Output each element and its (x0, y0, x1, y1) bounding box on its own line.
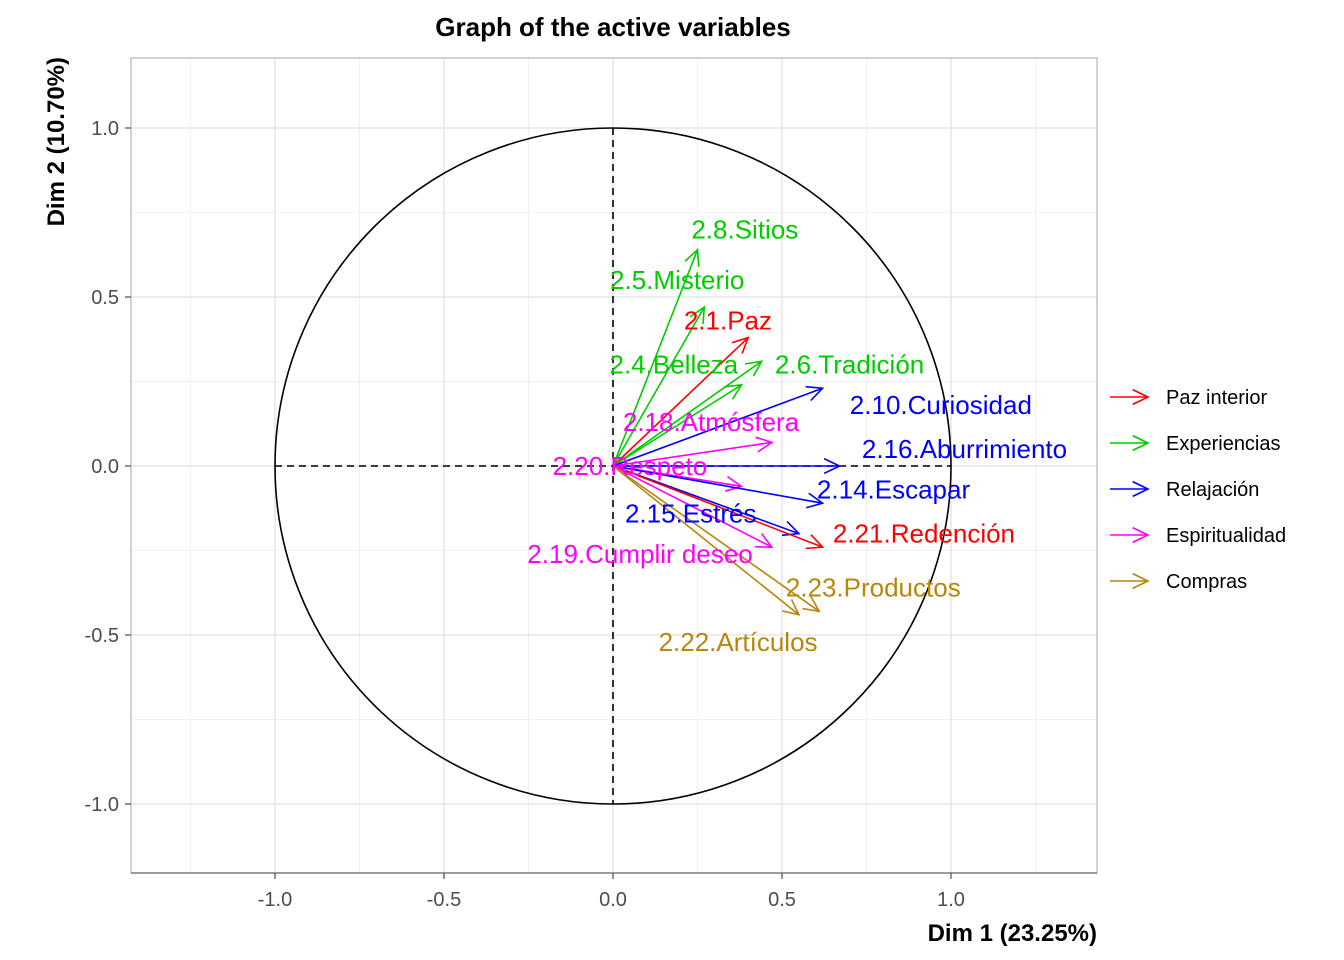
arrow-head (805, 385, 825, 402)
x-tick-label: -1.0 (258, 889, 292, 911)
variable-label: 2.8.Sitios (691, 214, 798, 244)
arrow-shaft (612, 306, 705, 467)
variable-arrow (612, 360, 764, 467)
legend-label: Paz interior (1166, 387, 1267, 409)
legend-label: Experiencias (1166, 433, 1281, 455)
arrow-head (802, 596, 821, 613)
y-tick-label: -0.5 (85, 625, 119, 647)
variable-arrow (612, 465, 825, 509)
legend-item: Relajación (1110, 479, 1259, 501)
variable-label: 2.5.Misterio (610, 265, 744, 295)
x-tick-label: 1.0 (937, 889, 965, 911)
x-tick-label: -0.5 (427, 889, 461, 911)
arrow-shaft (612, 360, 763, 467)
y-axis-title: Dim 2 (10.70%) (43, 57, 70, 226)
variable-arrow (612, 336, 750, 467)
arrow-head (744, 360, 764, 377)
variable-label: 2.23.Productos (786, 573, 961, 603)
variable-labels: 2.8.Sitios 2.5.Misterio 2.1.Paz 2.4.Belleza… (527, 214, 1067, 656)
variable-label: 2.20.Respeto (553, 451, 708, 481)
arrow-head (755, 436, 774, 453)
variable-label: 2.1.Paz (684, 306, 772, 336)
y-tick-label: 0.0 (91, 456, 119, 478)
variable-arrow (612, 247, 700, 467)
legend-item: Paz interior (1110, 387, 1267, 409)
variable-label: 2.19.Cumplir deseo (527, 539, 752, 569)
variable-label: 2.15.Estrés (625, 498, 757, 528)
variable-label: 2.22.Artículos (659, 627, 818, 657)
variable-arrow (612, 305, 706, 467)
x-tick-label: 0.5 (768, 889, 796, 911)
arrow-head (724, 475, 744, 492)
variable-label: 2.21.Redención (833, 519, 1015, 549)
variable-arrow (612, 465, 801, 616)
arrow-shaft (612, 465, 823, 548)
legend-label: Relajación (1166, 479, 1259, 501)
arrow-head (684, 247, 700, 267)
arrow-head (689, 305, 706, 325)
arrow-shaft (612, 465, 800, 616)
arrow-shaft (612, 465, 820, 612)
arrow-head (1132, 434, 1150, 452)
variable-label: 2.18.Atmósfera (623, 407, 800, 437)
arrow-shaft (612, 384, 742, 467)
legend-label: Compras (1166, 571, 1247, 593)
legend-item: Experiencias (1110, 433, 1281, 455)
arrow-head (1132, 388, 1150, 406)
variable-label: 2.10.Curiosidad (850, 390, 1032, 420)
arrow-head (823, 457, 842, 475)
arrow-head (805, 534, 825, 550)
y-tick-label: 0.5 (91, 287, 119, 309)
arrow-shaft (612, 249, 699, 467)
arrow-head (1132, 526, 1150, 544)
variable-arrow (612, 465, 774, 548)
arrow-shaft (612, 465, 773, 548)
variable-arrow (612, 385, 825, 467)
arrow-head (1132, 480, 1150, 498)
arrow-head (781, 520, 801, 537)
legend-label: Espiritualidad (1166, 525, 1286, 547)
variable-label: 2.6.Tradición (775, 350, 924, 380)
variable-arrow (612, 383, 743, 467)
arrow-head (782, 599, 801, 616)
arrow-head (805, 492, 825, 509)
arrow-head (754, 533, 774, 548)
arrow-shaft (612, 387, 823, 467)
y-tick-label: -1.0 (85, 794, 119, 816)
arrow-shaft (612, 465, 823, 504)
axes-layer: -1.0 -0.5 0.0 0.5 1.0 -1.0 -0.5 0.0 0.5 1.0 (85, 118, 965, 911)
y-tick-label: 1.0 (91, 118, 119, 140)
arrow-head (724, 383, 743, 400)
variable-label: 2.4.Belleza (610, 350, 739, 380)
arrow-shaft (612, 441, 772, 467)
arrow-head (1132, 572, 1150, 590)
variable-arrow (612, 436, 774, 467)
legend-item: Espiritualidad (1110, 525, 1286, 547)
variable-arrow (612, 465, 821, 613)
legend: Paz interior Experiencias Relajación Espiri… (1110, 387, 1286, 593)
chart-title: Graph of the active variables (435, 12, 790, 42)
arrow-head (731, 336, 750, 354)
x-tick-label: 0.0 (599, 889, 627, 911)
x-axis-title: Dim 1 (23.25%) (928, 920, 1097, 947)
variable-arrow (613, 457, 842, 475)
variable-arrow (612, 465, 825, 550)
variable-arrows (612, 247, 842, 616)
legend-item: Compras (1110, 571, 1247, 593)
variable-label: 2.14.Escapar (817, 475, 971, 505)
variable-label: 2.16.Aburrimiento (862, 434, 1067, 464)
arrow-shaft (612, 336, 749, 467)
